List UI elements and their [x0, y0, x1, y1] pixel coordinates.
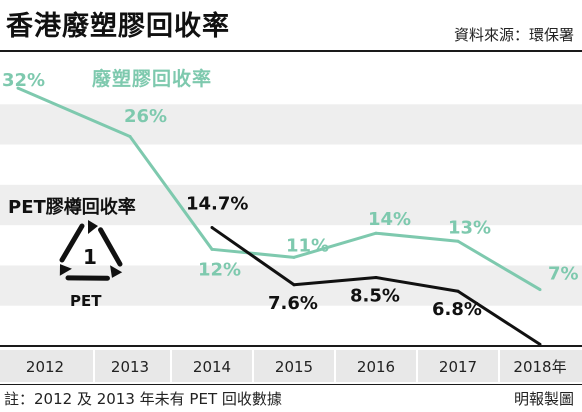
pet-label-2017: 6.8% — [432, 299, 482, 320]
x-tick-2014: 2014 — [193, 358, 231, 376]
recycled-point-2015 — [292, 255, 296, 259]
x-tick-2016: 2016 — [357, 358, 395, 376]
recycle-arrow-3 — [59, 264, 110, 281]
pet-point-2014 — [210, 226, 214, 230]
recycle-arrow-2 — [98, 227, 123, 278]
recycled-point-2014 — [210, 247, 214, 251]
grid-band — [0, 104, 582, 145]
chart-title: 香港廢塑膠回收率 — [6, 11, 230, 42]
legend-recycled-rate: 廢塑膠回收率 — [92, 68, 213, 90]
x-tick-2017: 2017 — [439, 358, 477, 376]
footnote: 註：2012 及 2013 年未有 PET 回收數據 — [4, 390, 282, 408]
pet-point-2016 — [374, 276, 378, 280]
recycled-label-2015: 11% — [286, 235, 329, 256]
recycled-label-2018年: 7% — [548, 264, 579, 285]
recycled-point-2013 — [128, 135, 132, 139]
recycle-arrow-shaft — [65, 275, 110, 281]
pet-icon-label: PET — [70, 292, 102, 310]
top-rule — [0, 50, 582, 52]
footer-rule — [0, 384, 582, 385]
recycle-arrow-head — [88, 220, 98, 234]
x-tick-2015: 2015 — [275, 358, 313, 376]
recycled-point-2016 — [374, 231, 378, 235]
recycle-arrow-1 — [59, 220, 98, 263]
recycled-label-2017: 13% — [448, 217, 491, 238]
x-axis-band — [0, 350, 582, 382]
recycle-arrow-shaft — [59, 223, 85, 263]
background-bands — [0, 104, 582, 306]
pet-label-2016: 8.5% — [350, 286, 400, 307]
pet-point-2017 — [456, 289, 460, 293]
pet-label-2015: 7.6% — [268, 293, 318, 314]
recycled-point-2017 — [456, 239, 460, 243]
pet-recycle-icon: 1 — [59, 220, 123, 281]
recycle-arrow-shaft — [98, 227, 123, 267]
source-note: 資料來源：環保署 — [453, 26, 574, 44]
x-tick-2012: 2012 — [26, 358, 64, 376]
recycled-label-2012: 32% — [2, 70, 45, 91]
recycled-point-2018年 — [538, 288, 542, 292]
pet-label-2014: 14.7% — [186, 194, 248, 215]
recycle-arrow-head — [59, 264, 72, 276]
pet-point-2015 — [292, 283, 296, 287]
recycle-arrow-head — [110, 265, 123, 278]
series-lines — [16, 86, 542, 346]
x-axis: 2012 2013 2014 2015 2016 2017 2018年 — [0, 345, 582, 382]
credit: 明報製圖 — [513, 390, 574, 408]
pet-icon-number: 1 — [83, 245, 97, 269]
legend-pet-rate: PET膠樽回收率 — [8, 197, 136, 218]
recycled-label-2014: 12% — [198, 259, 241, 280]
data-labels: 32%26%12%11%14%13%7%14.7%7.6%8.5%6.8%0.2… — [2, 70, 579, 379]
recycled-label-2016: 14% — [368, 209, 411, 230]
recycled-label-2013: 26% — [124, 106, 167, 127]
x-tick-2013: 2013 — [111, 358, 149, 376]
grid-band — [0, 184, 582, 226]
recycled-point-2012 — [16, 86, 20, 90]
x-tick-2018年: 2018年 — [513, 358, 566, 376]
grid-band — [0, 265, 582, 306]
